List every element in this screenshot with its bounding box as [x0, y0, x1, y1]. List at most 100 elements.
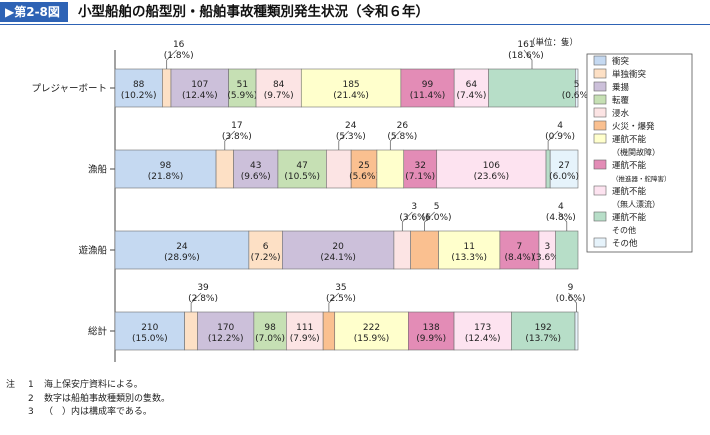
legend-swatch: [593, 237, 607, 248]
bar-segment: [438, 230, 501, 270]
callout-leader: [166, 49, 177, 69]
callout-leader: [338, 130, 350, 150]
callout-leader: [190, 292, 202, 312]
data-label-value: 99: [422, 80, 434, 90]
bar-segment: [555, 230, 579, 270]
bar-segment: [334, 311, 409, 351]
data-label-value: 64: [466, 80, 478, 90]
legend-swatch: [593, 107, 607, 118]
callout-share: (0.9%): [545, 132, 575, 142]
callout-value: 9: [568, 283, 574, 293]
bars-layer: プレジャーボート 88(10.2%)16(1.8%)107(12.4%)51(5.…: [31, 40, 592, 351]
callout-share: (5.3%): [336, 132, 366, 142]
data-label-share: (23.6%): [474, 172, 510, 182]
callout-value: 5: [434, 202, 440, 212]
data-label-value: 88: [133, 80, 145, 90]
bar-segment: [282, 230, 395, 270]
callout-value: 3: [411, 202, 417, 212]
callout-share: (3.8%): [222, 132, 252, 142]
bar-segment: [511, 311, 576, 351]
bar-segment: [400, 68, 455, 108]
callout-share: (2.5%): [326, 294, 356, 304]
data-label-value: 98: [264, 323, 276, 333]
data-label-value: 107: [191, 80, 208, 90]
callout-leader: [523, 49, 533, 69]
bar-segment: [253, 311, 287, 351]
note-number: 1: [28, 380, 34, 390]
callout-share: (5.8%): [387, 132, 417, 142]
callout-leader: [424, 211, 435, 231]
category-label: 漁船: [88, 164, 108, 176]
callout-share: (6.0%): [422, 213, 452, 223]
legend-label: 乗揚: [612, 82, 630, 93]
data-label-share: (13.3%): [451, 253, 487, 263]
data-label-value: 210: [141, 323, 158, 333]
data-label-share: (7.2%): [251, 253, 281, 263]
data-label-share: (21.4%): [333, 91, 369, 101]
callout-leader: [568, 292, 577, 312]
bar-segment: [436, 149, 547, 189]
data-label-value: 111: [296, 323, 313, 333]
data-label-value: 106: [483, 161, 500, 171]
figure-header: ▶第2-8図 小型船舶の船型別・船舶事故種類別発生状況（令和６年）: [0, 0, 710, 25]
legend-label: 運航不能: [612, 134, 647, 145]
legend-sublabel: （機関故障）: [612, 147, 660, 157]
data-label-value: 32: [415, 161, 426, 171]
note-number: 3: [28, 407, 34, 417]
data-label-share: (0.6%): [562, 91, 592, 101]
callout-value: 16: [173, 40, 185, 50]
data-label-value: 27: [558, 161, 569, 171]
data-label-share: (10.5%): [284, 172, 320, 182]
legend-swatch: [593, 94, 607, 105]
data-label-share: (5.9%): [227, 91, 257, 101]
bar-segment: [403, 149, 438, 189]
data-label-share: (28.9%): [164, 253, 200, 263]
data-label-share: (10.2%): [121, 91, 157, 101]
callout-value: 24: [345, 121, 357, 131]
bar-segment: [114, 311, 185, 351]
data-label-value: 47: [296, 161, 307, 171]
data-label-share: (9.9%): [416, 334, 446, 344]
figure-title: 小型船舶の船型別・船舶事故種類別発生状況（令和６年）: [78, 4, 429, 20]
note-text: 海上保安庁資料による。: [44, 380, 143, 390]
data-label-share: (15.0%): [132, 334, 168, 344]
data-label-value: 5: [574, 80, 580, 90]
bar-segment: [197, 311, 255, 351]
bar-segment: [322, 311, 336, 351]
data-label-value: 138: [423, 323, 440, 333]
bar-segment: [286, 311, 324, 351]
callout-leader: [389, 130, 401, 150]
data-label-share: (21.8%): [148, 172, 184, 182]
bar-segment: [574, 311, 579, 351]
callout-leader: [547, 130, 559, 150]
legend-swatch: [593, 120, 607, 131]
data-label-value: 6: [263, 242, 269, 252]
bar-segment: [499, 230, 540, 270]
note-row: 3 （ ）内は構成率である。: [6, 406, 170, 420]
note-prefix: 注: [6, 380, 16, 390]
bar-segment: [162, 68, 172, 108]
bar-segment: [410, 230, 439, 270]
legend-label: 運航不能: [612, 212, 647, 223]
legend-label: 運航不能: [612, 186, 647, 197]
data-label-value: 98: [160, 161, 172, 171]
data-label-value: 3: [544, 242, 550, 252]
bar-segment: [453, 68, 489, 108]
data-label-value: 84: [273, 80, 285, 90]
bar-segment: [170, 68, 229, 108]
category-label: 遊漁船: [78, 245, 107, 257]
data-label-share: (6.0%): [549, 172, 579, 182]
legend-label: 衝突: [612, 56, 630, 67]
note-text: （ ）内は構成率である。: [44, 407, 152, 417]
data-label-value: 222: [363, 323, 380, 333]
note-text: 数字は船舶事故種類別の隻数。: [44, 393, 171, 404]
bar-segment: [184, 311, 198, 351]
note-number: 2: [28, 393, 34, 404]
data-label-value: 185: [342, 80, 359, 90]
legend-label: 転覆: [612, 96, 630, 106]
note-row: 注 1 海上保安庁資料による。: [6, 379, 170, 393]
legend-label: 運航不能: [612, 160, 647, 171]
legend-swatch: [593, 159, 607, 170]
data-label-value: 43: [250, 161, 261, 171]
callout-value: 17: [231, 121, 242, 131]
